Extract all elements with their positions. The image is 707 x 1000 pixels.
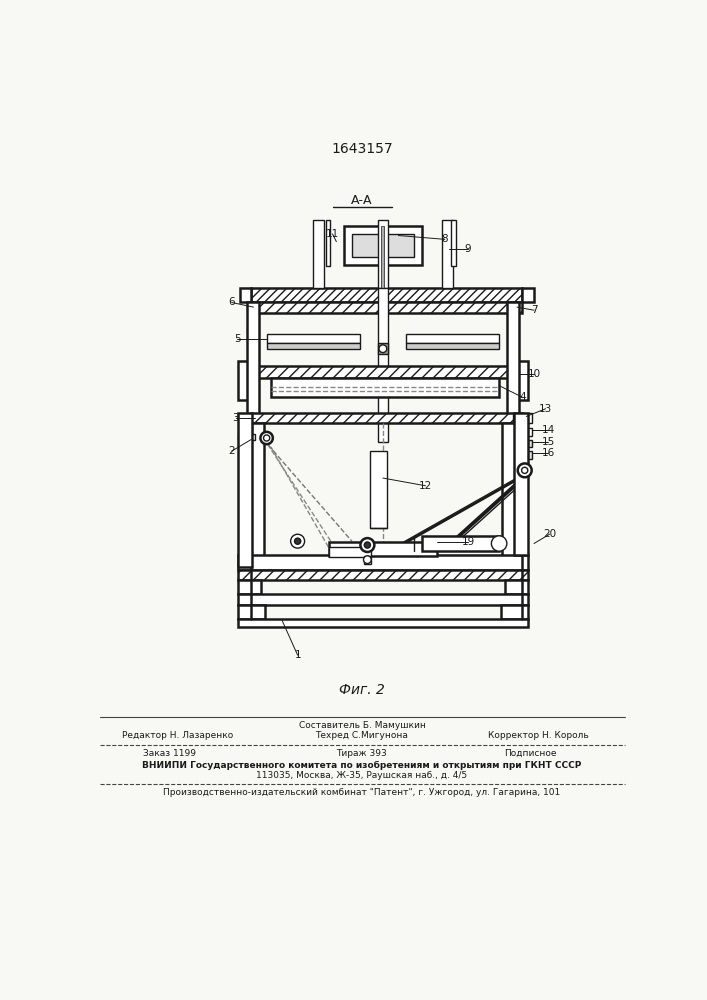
- Bar: [267, 343, 360, 349]
- Bar: [238, 361, 253, 400]
- Text: Редактор Н. Лазаренко: Редактор Н. Лазаренко: [122, 732, 233, 740]
- Bar: [505, 580, 528, 594]
- Bar: [522, 288, 534, 302]
- Text: 11: 11: [326, 229, 339, 239]
- Bar: [501, 605, 528, 619]
- Circle shape: [361, 538, 374, 552]
- Bar: [267, 334, 360, 343]
- Text: 19: 19: [462, 537, 474, 547]
- Bar: [238, 594, 528, 605]
- Circle shape: [491, 536, 507, 551]
- Text: 8: 8: [442, 234, 448, 244]
- Bar: [238, 570, 528, 580]
- Bar: [381, 226, 385, 288]
- Circle shape: [518, 463, 532, 477]
- Bar: [515, 428, 532, 436]
- Text: ВНИИПИ Государственного комитета по изобретениям и открытиям при ГКНТ СССР: ВНИИПИ Государственного комитета по изоб…: [142, 761, 582, 770]
- Bar: [251, 366, 522, 378]
- Bar: [515, 451, 532, 459]
- Bar: [406, 334, 499, 343]
- Text: 20: 20: [543, 529, 556, 539]
- Text: 6: 6: [228, 297, 235, 307]
- Bar: [251, 423, 264, 566]
- Text: Фиг. 2: Фиг. 2: [339, 683, 385, 697]
- Bar: [514, 413, 528, 555]
- Bar: [251, 413, 522, 423]
- Text: 1: 1: [294, 650, 301, 660]
- Circle shape: [379, 345, 387, 353]
- Bar: [344, 226, 421, 265]
- Bar: [421, 536, 499, 551]
- Text: Составитель Б. Мамушкин: Составитель Б. Мамушкин: [298, 721, 426, 730]
- Text: 16: 16: [542, 448, 554, 458]
- Bar: [451, 220, 456, 266]
- Bar: [329, 542, 437, 556]
- Text: 113035, Москва, Ж-35, Раушская наб., д. 4/5: 113035, Москва, Ж-35, Раушская наб., д. …: [257, 771, 467, 780]
- Circle shape: [363, 556, 371, 564]
- Text: 3: 3: [233, 413, 239, 423]
- Bar: [363, 556, 371, 564]
- Bar: [238, 605, 265, 619]
- Text: 15: 15: [542, 437, 554, 447]
- Text: Тираж 393: Тираж 393: [337, 749, 387, 758]
- Bar: [251, 288, 522, 302]
- Bar: [313, 220, 324, 288]
- Bar: [378, 343, 387, 354]
- Text: 4: 4: [519, 392, 526, 402]
- Bar: [352, 234, 414, 257]
- Text: 7: 7: [531, 305, 537, 315]
- Circle shape: [295, 538, 300, 544]
- Text: Подписное: Подписное: [504, 749, 556, 758]
- Text: 14: 14: [542, 425, 554, 435]
- Bar: [515, 440, 532, 447]
- Text: 5: 5: [234, 334, 240, 344]
- Text: 9: 9: [464, 244, 472, 254]
- Bar: [251, 302, 522, 313]
- Bar: [513, 361, 528, 400]
- Bar: [238, 619, 528, 627]
- Bar: [502, 423, 515, 566]
- Bar: [406, 343, 499, 349]
- Text: Производственно-издательский комбинат "Патент", г. Ужгород, ул. Гагарина, 101: Производственно-издательский комбинат "П…: [163, 788, 561, 797]
- Text: 1643157: 1643157: [331, 142, 393, 156]
- Bar: [370, 451, 387, 528]
- Circle shape: [260, 432, 273, 444]
- Circle shape: [522, 467, 528, 473]
- Bar: [442, 220, 452, 288]
- Bar: [507, 302, 518, 517]
- Bar: [240, 423, 252, 439]
- Text: 2: 2: [228, 446, 235, 456]
- Bar: [247, 302, 259, 517]
- Bar: [238, 580, 261, 594]
- Bar: [515, 423, 522, 477]
- Circle shape: [264, 435, 270, 441]
- Bar: [513, 413, 532, 423]
- Bar: [240, 288, 251, 302]
- Circle shape: [364, 542, 370, 548]
- Circle shape: [291, 534, 305, 548]
- Text: Корректор Н. Король: Корректор Н. Король: [488, 732, 588, 740]
- Text: Заказ 1199: Заказ 1199: [144, 749, 197, 758]
- Bar: [325, 220, 330, 266]
- Text: 12: 12: [419, 481, 432, 491]
- Bar: [378, 288, 387, 442]
- Bar: [271, 378, 499, 397]
- Bar: [329, 547, 371, 557]
- Bar: [238, 555, 528, 570]
- Text: А-А: А-А: [351, 194, 373, 207]
- Text: 13: 13: [539, 404, 552, 414]
- Text: Техред С.Мигунона: Техред С.Мигунона: [315, 732, 409, 740]
- Text: 10: 10: [527, 369, 541, 379]
- Bar: [378, 220, 387, 288]
- Bar: [238, 434, 255, 440]
- Bar: [238, 413, 252, 567]
